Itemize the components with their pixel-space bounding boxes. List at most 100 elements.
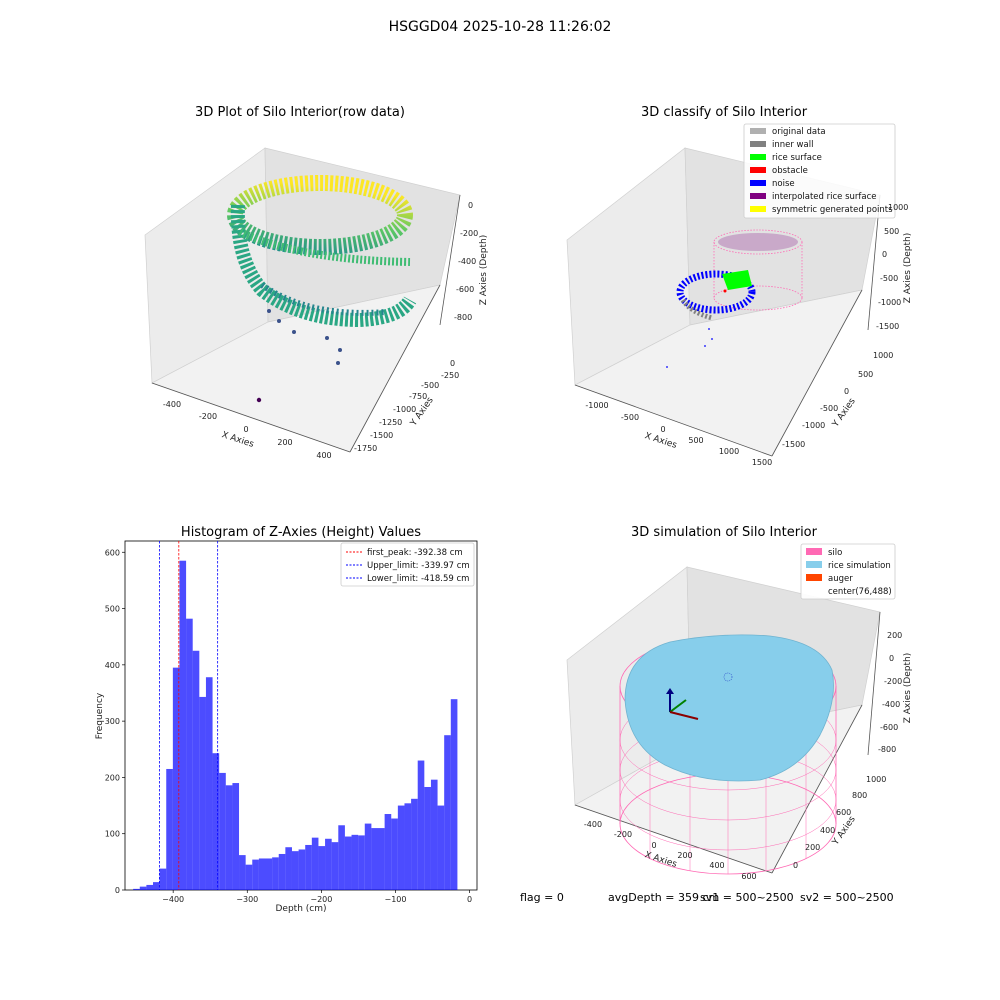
legend-label-auger: auger (828, 574, 853, 584)
raw-z-tick: -800 (454, 313, 472, 322)
histogram-bar (285, 847, 292, 890)
classify-z-tick: 1000 (888, 203, 908, 212)
classify-y-tick: 500 (858, 370, 873, 379)
raw-z-axis-line (439, 194, 461, 326)
classify-x-tick: 1500 (752, 458, 772, 467)
raw-x-tick: 400 (316, 451, 331, 460)
legend-swatch-auger (806, 574, 822, 581)
histogram-bar (338, 825, 345, 890)
footer-avg-depth: avgDepth = 359 cm (608, 891, 719, 904)
histogram-bar (364, 823, 372, 890)
simulation-z-tick: 0 (889, 654, 894, 663)
simulation-z-tick: -400 (882, 700, 900, 709)
histogram-y-tick-label: 500 (105, 605, 120, 614)
simulation-legend: silo rice simulation auger center(76,488… (800, 543, 896, 600)
raw-point (277, 319, 281, 323)
legend-swatch-rice-simulation (806, 561, 822, 568)
classify-y-tick: -1500 (782, 440, 805, 449)
legend-swatch-noise (750, 180, 766, 186)
classify-noise-point (711, 338, 713, 340)
center-z-arrowhead (666, 688, 674, 694)
histogram-bar (245, 864, 253, 890)
histogram-bar (133, 888, 140, 890)
raw-point (325, 336, 329, 340)
histogram-bar (205, 677, 213, 890)
histogram-bar (212, 753, 220, 890)
simulation-x-tick: -200 (614, 830, 632, 839)
histogram-bar (272, 857, 279, 890)
raw-point (267, 309, 271, 313)
classify-noise-point (666, 366, 668, 368)
raw-y-tick: -1500 (370, 431, 393, 440)
histogram-title: Histogram of Z-Axies (Height) Values (181, 525, 421, 540)
panel-raw-3d: 3D Plot of Silo Interior(row data) -400 … (144, 105, 489, 460)
histogram-bar (325, 838, 332, 890)
classify-y-tick: -500 (820, 404, 838, 413)
raw-x-label: X Axies (220, 430, 255, 450)
histogram-bar (239, 855, 246, 890)
raw-x-tick: -200 (199, 412, 217, 421)
raw-title: 3D Plot of Silo Interior(row data) (195, 105, 405, 120)
raw-y-axis-line (349, 284, 441, 453)
classify-legend: original data inner wall rice surface ob… (743, 123, 896, 219)
histogram-bars (133, 560, 458, 890)
histogram-bar (305, 844, 312, 890)
raw-z-tick: -400 (458, 257, 476, 266)
classify-interpolated-surface (718, 233, 798, 251)
footer-flag: flag = 0 (520, 891, 564, 904)
histogram-x-tick-label: −400 (162, 895, 184, 904)
classify-z-tick: -1000 (878, 298, 901, 307)
classify-y-tick: 0 (844, 387, 849, 396)
classify-y-ticks: 1000 500 0 -500 -1000 -1500 (782, 351, 893, 449)
raw-wall-band (230, 204, 417, 328)
histogram-bar (404, 803, 412, 890)
footer-status: flag = 0 avgDepth = 359 cm sv1 = 500~250… (520, 891, 894, 904)
histogram-bar (252, 859, 259, 890)
histogram-bar (232, 783, 240, 890)
simulation-z-tick: -600 (880, 723, 898, 732)
classify-x-axis-line (574, 384, 773, 457)
simulation-y-ticks: 0 200 400 600 800 1000 (793, 775, 886, 870)
histogram-bar (411, 798, 418, 890)
histogram-bar (265, 858, 273, 890)
histogram-bar (291, 851, 299, 890)
classify-z-tick: 0 (882, 250, 887, 259)
histogram-bar (331, 842, 339, 890)
simulation-y-tick: 1000 (866, 775, 886, 784)
raw-y-tick: -500 (421, 381, 439, 390)
raw-y-ticks: 0 -250 -500 -750 -1000 -1250 -1500 -1750 (354, 359, 459, 453)
raw-point (338, 348, 342, 352)
classify-x-tick: 1000 (719, 447, 739, 456)
simulation-x-tick: -400 (584, 820, 602, 829)
legend-swatch-inner-wall (750, 141, 766, 147)
center-x-arrow (669, 711, 699, 720)
histogram-y-tick-label: 200 (105, 773, 120, 782)
histogram-x-label: Depth (cm) (275, 904, 326, 914)
histogram-x-tick-label: −300 (236, 895, 258, 904)
histogram-bar (186, 618, 193, 890)
histogram-bar (424, 786, 431, 890)
simulation-x-tick: 600 (741, 872, 756, 881)
simulation-y-tick: 800 (852, 791, 867, 800)
legend-label-silo: silo (828, 548, 842, 558)
raw-x-axis-line (151, 382, 351, 453)
histogram-bar (430, 779, 438, 890)
raw-top-ring (227, 175, 413, 255)
footer-sv1: sv1 = 500~2500 (700, 891, 794, 904)
legend-label-first-peak: first_peak: -392.38 cm (367, 548, 463, 558)
histogram-y-tick-label: 100 (105, 830, 120, 839)
simulation-y-axis-line (771, 704, 863, 874)
histogram-x-ticks: −400 −300 −200 −100 0 (162, 890, 472, 904)
legend-swatch-obstacle (750, 167, 766, 173)
simulation-z-axis-line (867, 611, 881, 756)
legend-label-original-data: original data (772, 127, 826, 137)
raw-point (336, 361, 340, 365)
legend-label-rice-surface: rice surface (772, 153, 822, 163)
histogram-y-tick-label: 400 (105, 661, 120, 670)
simulation-z-label: Z Axies (Depth) (903, 653, 913, 724)
classify-x-label: X Axies (643, 431, 678, 451)
histogram-bar (437, 805, 445, 890)
raw-z-ticks: 0 -200 -400 -600 -800 (454, 201, 478, 322)
histogram-vlines (158, 541, 219, 890)
histogram-x-tick-label: 0 (467, 895, 472, 904)
